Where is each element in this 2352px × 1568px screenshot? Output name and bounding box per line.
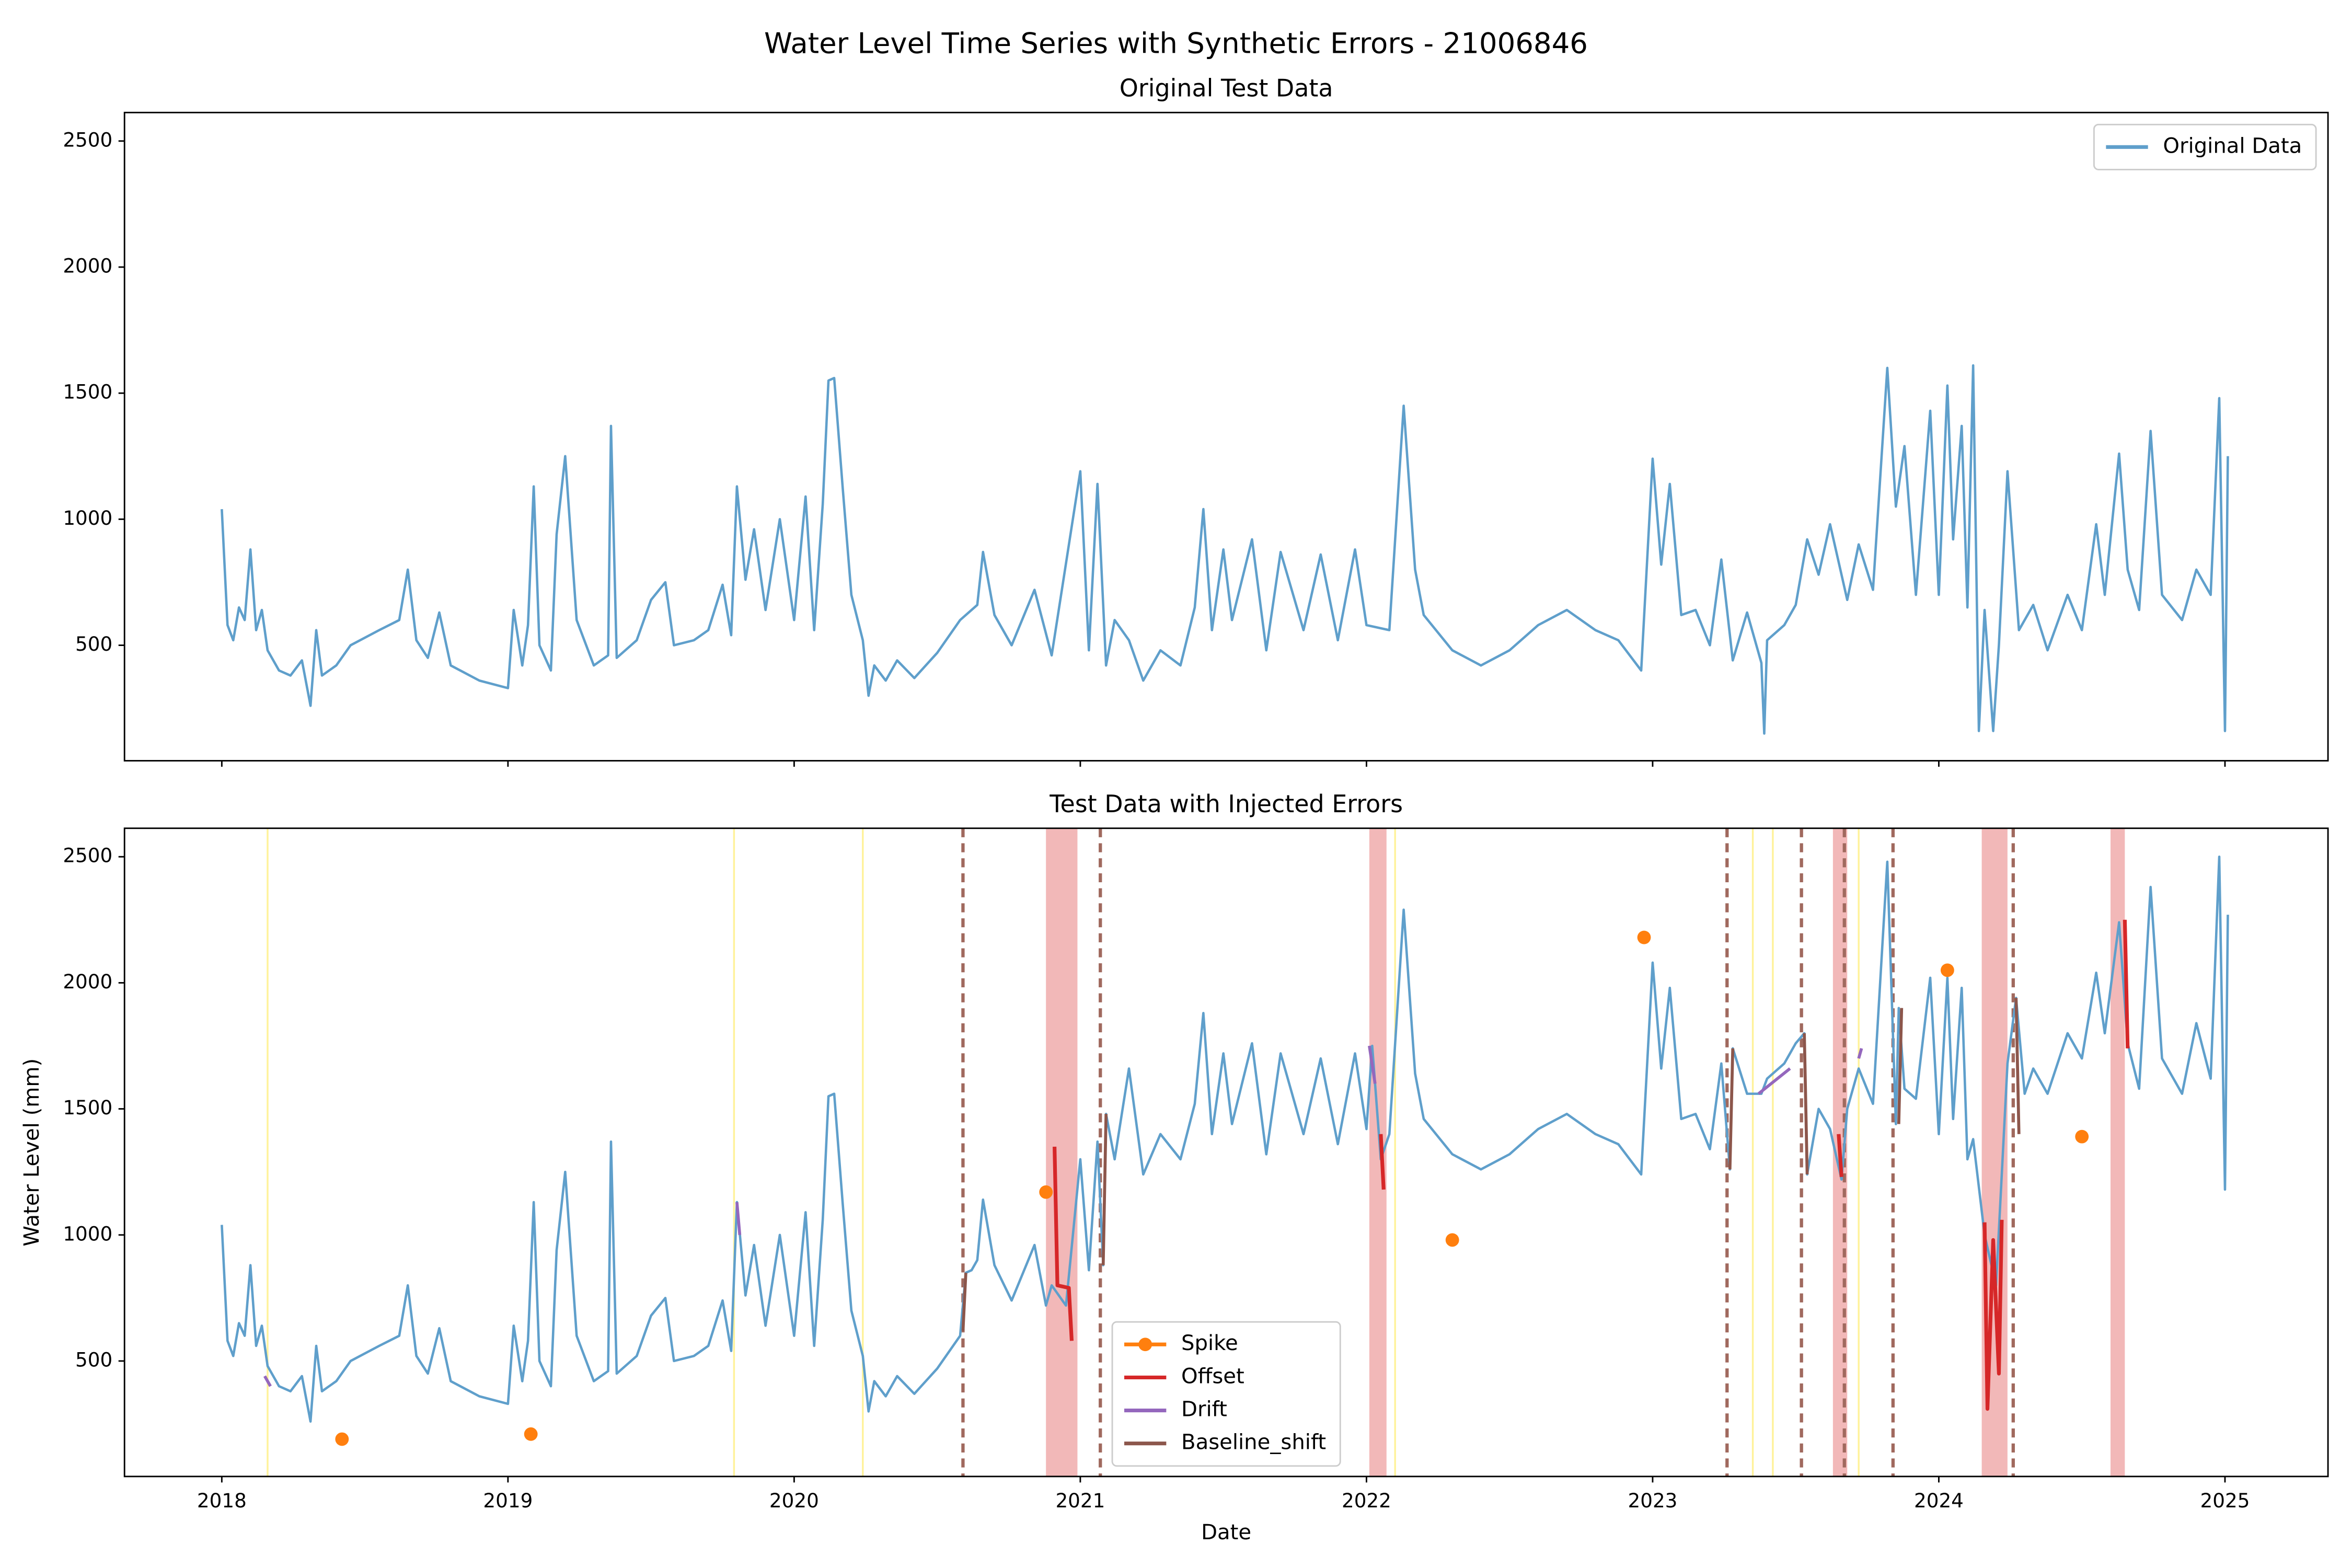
x-tick-label: 2025 — [2200, 1489, 2250, 1512]
figure-title: Water Level Time Series with Synthetic E… — [764, 26, 1588, 60]
series-line — [961, 998, 2021, 1331]
panel: 500 1000 1500 2000 2500 Original Test Data Ori… — [63, 74, 2329, 767]
y-tick-label: 2000 — [63, 970, 112, 993]
spike-marker — [2075, 1129, 2089, 1144]
spike-marker — [335, 1432, 349, 1446]
panel-title: Original Test Data — [1120, 74, 1333, 102]
series-line — [221, 364, 2229, 735]
y-tick-label: 1000 — [63, 1222, 112, 1245]
legend-box — [1111, 1321, 1341, 1467]
legend-label: Original Data — [2163, 134, 2302, 158]
legend-label: Spike — [1181, 1331, 1238, 1355]
x-tick-label: 2021 — [1055, 1489, 1105, 1512]
legend-label: Baseline_shift — [1181, 1431, 1326, 1455]
y-axis-label: Water Level (mm) — [20, 1058, 44, 1247]
axes-frame — [123, 111, 2329, 762]
legend-box — [2093, 123, 2317, 170]
x-tick-label: 2024 — [1914, 1489, 1964, 1512]
y-tick-label: 1000 — [63, 506, 112, 529]
legend: Spike Offset Drift Baseline_shift — [1111, 1321, 1341, 1467]
spike-marker — [1940, 963, 1954, 977]
plot-area — [221, 364, 2229, 735]
y-tick-label: 500 — [75, 1348, 112, 1371]
y-tick-label: 2000 — [63, 255, 112, 278]
plot-area — [221, 828, 2229, 1477]
legend-label: Offset — [1181, 1364, 1244, 1388]
spike-marker — [1445, 1233, 1459, 1247]
x-tick-label: 2018 — [197, 1489, 247, 1512]
axes-frame — [123, 827, 2329, 1478]
x-tick-label: 2022 — [1342, 1489, 1391, 1512]
series-line — [263, 1045, 1863, 1387]
y-tick-label: 500 — [75, 632, 112, 655]
legend: Original Data — [2093, 123, 2317, 170]
series-line — [1053, 919, 2130, 1411]
y-tick-label: 1500 — [63, 381, 112, 403]
legend-marker — [1138, 1338, 1152, 1352]
x-tick-label: 2020 — [769, 1489, 819, 1512]
panel: 500 1000 1500 2000 2500 2018 2019 2020 2021 2022 2… — [20, 790, 2329, 1544]
x-tick-label: 2019 — [483, 1489, 533, 1512]
y-tick-label: 2500 — [63, 844, 112, 867]
x-tick-label: 2023 — [1628, 1489, 1677, 1512]
legend-label: Drift — [1181, 1398, 1227, 1422]
x-axis-label: Date — [1201, 1520, 1251, 1544]
y-tick-label: 2500 — [63, 128, 112, 151]
y-tick-label: 1500 — [63, 1096, 112, 1119]
offset-span — [1046, 828, 1078, 1477]
spike-marker — [524, 1427, 538, 1441]
series-line — [221, 855, 2229, 1423]
spike-marker — [1039, 1185, 1053, 1199]
spike-marker — [1637, 930, 1651, 944]
panel-title: Test Data with Injected Errors — [1049, 790, 1403, 818]
